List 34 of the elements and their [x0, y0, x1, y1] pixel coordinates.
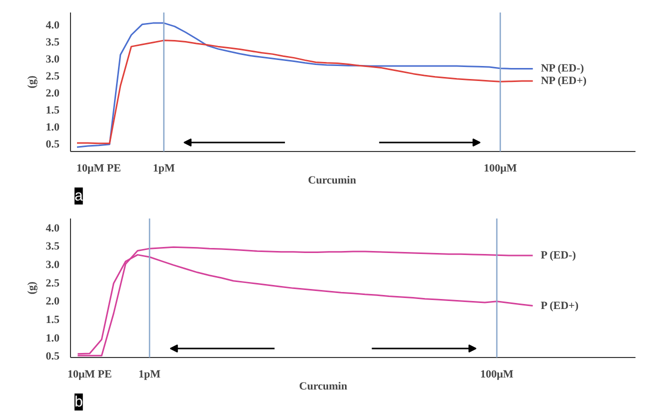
y-tick-label: 1.0 [46, 122, 60, 134]
y-tick-label: 4.0 [46, 19, 60, 32]
y-tick-label: 4.0 [46, 222, 60, 234]
text: b [74, 394, 83, 410]
line-series [76, 40, 534, 144]
x-tick-label: 1pM [138, 368, 162, 380]
text: Curcumin [308, 174, 356, 186]
y-tick-label: 2.0 [46, 88, 60, 100]
y-tick-label: 1.5 [46, 104, 60, 117]
y-tick-label: 1.5 [46, 314, 60, 326]
series-label: P (ED+) [540, 300, 579, 312]
text: a [74, 188, 84, 204]
series-label: P (ED-) [540, 250, 576, 262]
y-tick-label: 3.5 [46, 240, 60, 253]
series-label: NP (ED-) [540, 62, 584, 75]
line-series [76, 22, 534, 148]
y-tick-label: 3.5 [46, 36, 60, 48]
y-tick-label: 2.5 [46, 70, 60, 83]
x-tick-label: 10μM PE [67, 368, 112, 380]
y-tick-label: 2.5 [46, 277, 60, 290]
y-tick-label: 0.5 [46, 138, 60, 151]
x-tick-label: 1pM [152, 162, 176, 174]
y-tick-label: 1.0 [46, 332, 60, 344]
y-axis-title: (g) [26, 281, 38, 294]
x-tick-label: 100μM [484, 162, 518, 174]
text: Curcumin [299, 380, 348, 392]
y-tick-label: 3.0 [46, 53, 60, 66]
x-tick-label: 100μM [480, 368, 514, 380]
y-tick-label: 0.5 [46, 350, 60, 363]
y-axis-title: (g) [26, 75, 38, 88]
x-tick-label: 10μM PE [76, 162, 121, 174]
series-label: NP (ED+) [540, 74, 587, 87]
y-tick-label: 3.0 [46, 258, 60, 271]
y-tick-label: 2.0 [46, 296, 60, 308]
